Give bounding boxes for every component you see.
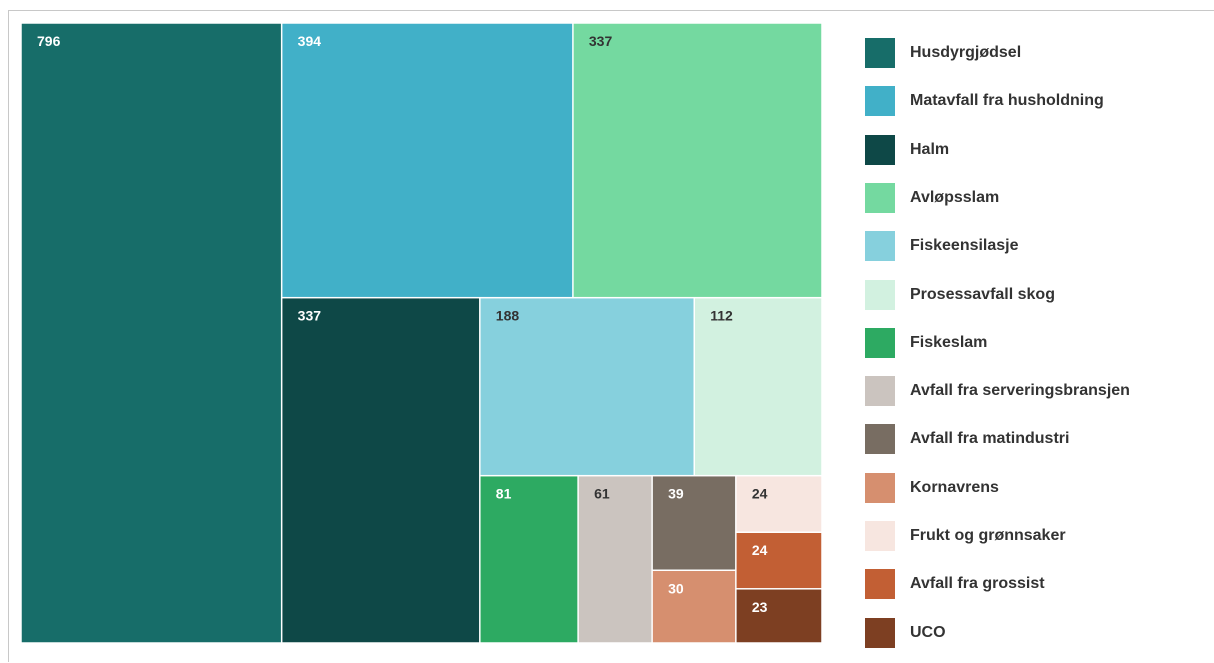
legend-item[interactable]: Husdyrgjødsel bbox=[865, 38, 1205, 68]
legend-label: Matavfall fra husholdning bbox=[910, 92, 1104, 110]
legend-label: Avfall fra grossist bbox=[910, 575, 1045, 593]
legend-label: Fiskeslam bbox=[910, 333, 988, 351]
tile-rect bbox=[652, 571, 736, 643]
legend-item[interactable]: Avløpsslam bbox=[865, 182, 1205, 213]
tile-value-label: 337 bbox=[298, 308, 322, 324]
tile-value-label: 30 bbox=[668, 580, 684, 596]
tile-value-label: 112 bbox=[710, 308, 733, 324]
legend-label: Frukt og grønnsaker bbox=[910, 527, 1066, 544]
legend-label: UCO bbox=[910, 623, 946, 641]
tile-value-label: 23 bbox=[752, 599, 768, 615]
legend-label: Avfall fra matindustri bbox=[910, 430, 1070, 448]
tile-rect bbox=[21, 23, 281, 643]
legend-item[interactable]: Fiskeensilasje bbox=[865, 231, 1205, 262]
legend-item[interactable]: Halm bbox=[865, 134, 1205, 165]
legend-label: Fiskeensilasje bbox=[910, 237, 1019, 255]
legend-item[interactable]: Frukt og grønnsaker bbox=[865, 521, 1205, 551]
tile-avl-psslam: 337 bbox=[573, 23, 822, 297]
legend-item[interactable]: Kornavrens bbox=[865, 472, 1205, 503]
legend-swatch bbox=[865, 569, 895, 600]
tile-frukt-og-gr-nnsaker: 24 bbox=[736, 476, 822, 532]
legend-item[interactable]: Fiskeslam bbox=[865, 327, 1205, 358]
legend-label: Halm bbox=[910, 140, 950, 158]
tile-value-label: 24 bbox=[752, 486, 768, 502]
tile-value-label: 81 bbox=[496, 486, 512, 502]
legend-item[interactable]: Avfall fra matindustri bbox=[865, 424, 1205, 455]
tile-rect bbox=[573, 23, 822, 297]
tile-fiskeslam: 81 bbox=[480, 476, 578, 643]
tile-rect bbox=[282, 23, 573, 297]
tile-halm: 337 bbox=[282, 298, 480, 643]
tile-rect bbox=[480, 298, 694, 475]
legend-swatch bbox=[865, 231, 895, 262]
legend-label: Prosessavfall skog bbox=[910, 285, 1055, 303]
tile-value-label: 394 bbox=[298, 33, 322, 49]
tile-avfall-fra-serveringsbransjen: 61 bbox=[578, 476, 652, 643]
legend-item[interactable]: Avfall fra grossist bbox=[865, 569, 1205, 600]
tile-rect bbox=[480, 476, 578, 643]
legend-swatch bbox=[865, 424, 895, 455]
legend-swatch bbox=[865, 472, 895, 503]
tile-value-label: 796 bbox=[37, 33, 61, 49]
tile-value-label: 24 bbox=[752, 542, 768, 558]
legend-swatch bbox=[865, 521, 895, 551]
tile-uco: 23 bbox=[736, 589, 822, 643]
legend-swatch bbox=[865, 134, 895, 165]
legend-swatch bbox=[865, 38, 895, 68]
legend-swatch bbox=[865, 376, 895, 407]
tile-value-label: 61 bbox=[594, 486, 610, 502]
legend-label: Avløpsslam bbox=[910, 188, 1000, 206]
legend-item[interactable]: UCO bbox=[865, 617, 1205, 648]
legend-swatch bbox=[865, 617, 895, 648]
tile-value-label: 188 bbox=[496, 308, 520, 324]
treemap: 796 394 337 337 188 112 81 61 39 30 24 24 23 bbox=[21, 23, 822, 643]
legend-swatch bbox=[865, 279, 895, 310]
tile-husdyrgj-dsel: 796 bbox=[21, 23, 281, 643]
tile-value-label: 337 bbox=[589, 33, 613, 49]
tile-rect bbox=[652, 476, 736, 570]
tile-rect bbox=[736, 589, 822, 643]
tile-value-label: 39 bbox=[668, 486, 684, 502]
tile-rect bbox=[578, 476, 652, 643]
tile-matavfall-fra-husholdning: 394 bbox=[282, 23, 573, 297]
legend-swatch bbox=[865, 327, 895, 358]
tile-rect bbox=[282, 298, 480, 643]
legend-item[interactable]: Matavfall fra husholdning bbox=[865, 86, 1205, 117]
tile-rect bbox=[736, 532, 822, 589]
tile-fiskeensilasje: 188 bbox=[480, 298, 694, 475]
tile-avfall-fra-grossist: 24 bbox=[736, 532, 822, 589]
legend-item[interactable]: Avfall fra serveringsbransjen bbox=[865, 376, 1205, 407]
legend-item[interactable]: Prosessavfall skog bbox=[865, 279, 1205, 310]
tile-prosessavfall-skog: 112 bbox=[694, 298, 822, 475]
legend-label: Kornavrens bbox=[910, 478, 999, 496]
legend-swatch bbox=[865, 182, 895, 213]
tile-rect bbox=[736, 476, 822, 532]
legend-swatch bbox=[865, 86, 895, 117]
chart-frame: 796 394 337 337 188 112 81 61 39 30 24 24 23 bbox=[8, 10, 1214, 662]
legend-label: Avfall fra serveringsbransjen bbox=[910, 382, 1130, 400]
legend-label: Husdyrgjødsel bbox=[910, 44, 1022, 61]
tile-kornavrens: 30 bbox=[652, 571, 736, 643]
tile-rect bbox=[694, 298, 822, 475]
tile-avfall-fra-matindustri: 39 bbox=[652, 476, 736, 570]
